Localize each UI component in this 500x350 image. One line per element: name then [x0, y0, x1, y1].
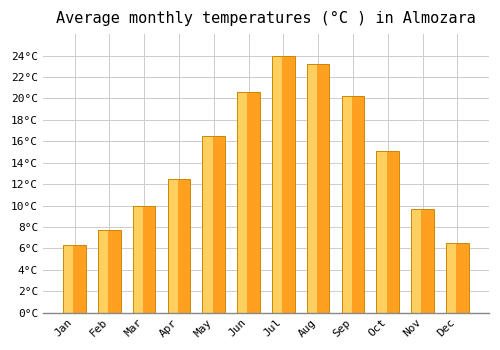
Bar	[237, 92, 248, 313]
Bar	[202, 136, 225, 313]
Bar	[272, 56, 282, 313]
Bar	[456, 243, 468, 313]
Bar	[386, 151, 399, 313]
Bar	[411, 209, 422, 313]
Bar	[212, 136, 225, 313]
Bar	[317, 64, 330, 313]
Bar	[63, 245, 86, 313]
Bar	[411, 209, 434, 313]
Bar	[272, 56, 294, 313]
Bar	[74, 245, 86, 313]
Bar	[282, 56, 294, 313]
Bar	[143, 205, 156, 313]
Bar	[168, 179, 190, 313]
Title: Average monthly temperatures (°C ) in Almozara: Average monthly temperatures (°C ) in Al…	[56, 11, 476, 26]
Bar	[376, 151, 386, 313]
Bar	[133, 205, 143, 313]
Bar	[446, 243, 468, 313]
Bar	[202, 136, 212, 313]
Bar	[342, 96, 352, 313]
Bar	[307, 64, 330, 313]
Bar	[98, 230, 120, 313]
Bar	[178, 179, 190, 313]
Bar	[98, 230, 108, 313]
Bar	[237, 92, 260, 313]
Bar	[248, 92, 260, 313]
Bar	[307, 64, 317, 313]
Bar	[168, 179, 178, 313]
Bar	[133, 205, 156, 313]
Bar	[352, 96, 364, 313]
Bar	[108, 230, 120, 313]
Bar	[446, 243, 456, 313]
Bar	[422, 209, 434, 313]
Bar	[63, 245, 74, 313]
Bar	[376, 151, 399, 313]
Bar	[342, 96, 364, 313]
